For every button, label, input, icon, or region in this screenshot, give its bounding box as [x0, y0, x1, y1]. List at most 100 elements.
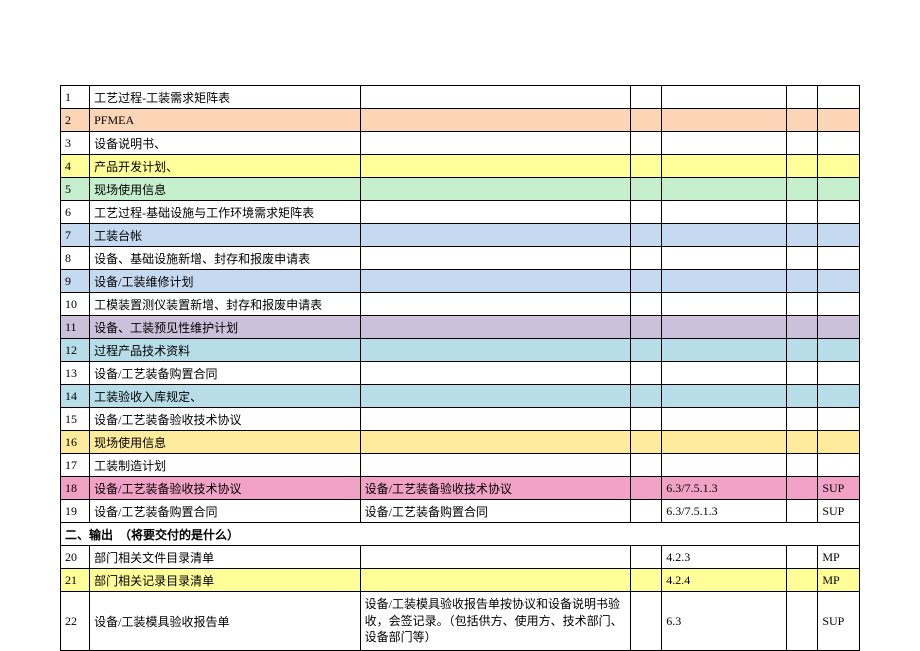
table-row: 4产品开发计划、 [61, 155, 860, 178]
table-row: 14工装验收入库规定、 [61, 385, 860, 408]
cell-code [818, 431, 860, 454]
cell-spacer [631, 569, 662, 592]
table-row: 6工艺过程-基础设施与工作环境需求矩阵表 [61, 201, 860, 224]
cell-ref [662, 155, 787, 178]
cell-spacer [787, 592, 818, 651]
cell-code [818, 178, 860, 201]
cell-spacer [631, 293, 662, 316]
cell-name: 设备/工艺装备验收技术协议 [90, 408, 360, 431]
cell-spacer [787, 569, 818, 592]
cell-spacer [787, 270, 818, 293]
cell-name: 设备说明书、 [90, 132, 360, 155]
cell-num: 18 [61, 477, 90, 500]
cell-spacer [631, 201, 662, 224]
cell-spacer [787, 155, 818, 178]
table-row: 1工艺过程-工装需求矩阵表 [61, 86, 860, 109]
cell-name: 工装台帐 [90, 224, 360, 247]
cell-ref [662, 385, 787, 408]
cell-ref: 4.2.3 [662, 546, 787, 569]
cell-name: 设备/工艺装备验收技术协议 [90, 477, 360, 500]
cell-ref [662, 86, 787, 109]
cell-spacer [787, 86, 818, 109]
cell-ref: 6.3 [662, 592, 787, 651]
cell-code: SUP [818, 592, 860, 651]
cell-name: 工装验收入库规定、 [90, 385, 360, 408]
cell-name: 设备/工艺装备购置合同 [90, 362, 360, 385]
cell-spacer [787, 362, 818, 385]
cell-spacer [787, 132, 818, 155]
cell-name: 设备、基础设施新增、封存和报废申请表 [90, 247, 360, 270]
table-row: 2PFMEA [61, 109, 860, 132]
cell-spacer [787, 477, 818, 500]
cell-name: 工艺过程-工装需求矩阵表 [90, 86, 360, 109]
cell-name: 过程产品技术资料 [90, 339, 360, 362]
cell-spacer [631, 408, 662, 431]
cell-spacer [631, 155, 662, 178]
table-row: 11设备、工装预见性维护计划 [61, 316, 860, 339]
cell-spacer [787, 546, 818, 569]
cell-spacer [631, 431, 662, 454]
cell-spacer [787, 408, 818, 431]
cell-num: 1 [61, 86, 90, 109]
table-row: 21部门相关记录目录清单4.2.4MP [61, 569, 860, 592]
cell-ref [662, 224, 787, 247]
table-row: 12过程产品技术资料 [61, 339, 860, 362]
cell-spacer [787, 178, 818, 201]
cell-desc: 设备/工艺装备购置合同 [360, 500, 630, 523]
cell-num: 5 [61, 178, 90, 201]
section-header-cell: 二、输出 （将要交付的是什么） [61, 523, 860, 546]
cell-spacer [631, 316, 662, 339]
table-row: 18设备/工艺装备验收技术协议设备/工艺装备验收技术协议6.3/7.5.1.3S… [61, 477, 860, 500]
cell-code [818, 247, 860, 270]
cell-spacer [631, 477, 662, 500]
cell-code [818, 155, 860, 178]
cell-code: MP [818, 546, 860, 569]
cell-num: 10 [61, 293, 90, 316]
table-row: 8设备、基础设施新增、封存和报废申请表 [61, 247, 860, 270]
cell-name: 设备/工装模具验收报告单 [90, 592, 360, 651]
cell-num: 2 [61, 109, 90, 132]
cell-desc [360, 339, 630, 362]
cell-name: 设备/工艺装备购置合同 [90, 500, 360, 523]
table-row: 10工模装置测仪装置新增、封存和报废申请表 [61, 293, 860, 316]
table-row: 5现场使用信息 [61, 178, 860, 201]
cell-desc [360, 178, 630, 201]
cell-spacer [631, 592, 662, 651]
cell-name: 现场使用信息 [90, 431, 360, 454]
cell-name: 产品开发计划、 [90, 155, 360, 178]
cell-spacer [787, 385, 818, 408]
cell-spacer [631, 385, 662, 408]
cell-desc: 设备/工装模具验收报告单按协议和设备说明书验收，会签记录。（包括供方、使用方、技… [360, 592, 630, 651]
cell-name: PFMEA [90, 109, 360, 132]
cell-spacer [631, 178, 662, 201]
cell-desc [360, 362, 630, 385]
table-row: 16现场使用信息 [61, 431, 860, 454]
cell-desc [360, 201, 630, 224]
cell-name: 设备、工装预见性维护计划 [90, 316, 360, 339]
cell-desc [360, 155, 630, 178]
cell-ref [662, 178, 787, 201]
cell-code [818, 86, 860, 109]
cell-code [818, 408, 860, 431]
table-row: 19设备/工艺装备购置合同设备/工艺装备购置合同6.3/7.5.1.3SUP [61, 500, 860, 523]
cell-spacer [631, 86, 662, 109]
cell-desc [360, 454, 630, 477]
cell-name: 工装制造计划 [90, 454, 360, 477]
cell-spacer [631, 362, 662, 385]
cell-code [818, 224, 860, 247]
cell-desc [360, 408, 630, 431]
table-container: 1工艺过程-工装需求矩阵表2PFMEA3设备说明书、4产品开发计划、5现场使用信… [60, 85, 860, 651]
cell-code [818, 385, 860, 408]
cell-code: SUP [818, 500, 860, 523]
cell-desc [360, 546, 630, 569]
table-row: 22设备/工装模具验收报告单设备/工装模具验收报告单按协议和设备说明书验收，会签… [61, 592, 860, 651]
cell-spacer [787, 293, 818, 316]
cell-num: 20 [61, 546, 90, 569]
cell-name: 部门相关文件目录清单 [90, 546, 360, 569]
cell-desc [360, 224, 630, 247]
cell-num: 6 [61, 201, 90, 224]
cell-num: 8 [61, 247, 90, 270]
cell-desc [360, 316, 630, 339]
cell-code [818, 316, 860, 339]
cell-spacer [787, 109, 818, 132]
